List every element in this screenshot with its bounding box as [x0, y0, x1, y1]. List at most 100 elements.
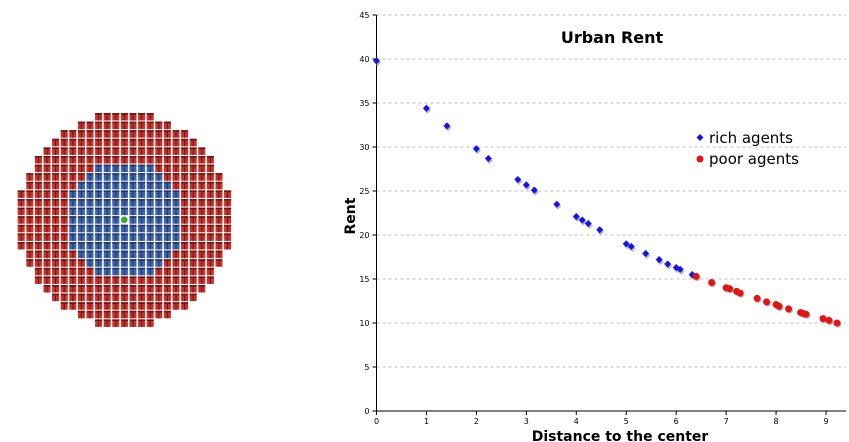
poor-house — [43, 147, 51, 155]
poor-house — [189, 285, 197, 293]
poor-house — [172, 164, 180, 173]
poor-house — [155, 302, 163, 310]
y-tick-label: 45 — [359, 11, 369, 20]
poor-house — [26, 224, 34, 233]
poor-house — [198, 250, 206, 259]
legend-item-poor: poor agents — [696, 150, 799, 168]
poor-house — [103, 113, 111, 121]
poor-house — [77, 156, 85, 164]
poor-house — [34, 259, 42, 267]
poor-house — [60, 138, 68, 147]
poor-house — [163, 138, 171, 147]
rich-house — [95, 242, 103, 250]
rich-house — [138, 190, 146, 198]
poor-house — [129, 147, 137, 155]
legend-label-rich: rich agents — [709, 129, 793, 147]
poor-house — [181, 138, 189, 147]
rich-house — [95, 190, 103, 198]
rich-house — [86, 259, 94, 267]
rich-house — [86, 199, 94, 207]
poor-house — [60, 224, 68, 233]
poor-house — [52, 147, 60, 155]
rich-house — [77, 242, 85, 250]
poor-house — [95, 121, 103, 130]
rich-house — [86, 173, 94, 181]
poor-house — [95, 276, 103, 284]
poor-house — [181, 242, 189, 250]
poor-house — [34, 267, 42, 276]
poor-house — [206, 250, 214, 259]
poor-house — [129, 121, 137, 130]
poor-house — [155, 164, 163, 173]
poor-house — [112, 276, 120, 284]
poor-house — [43, 207, 51, 216]
poor-house — [34, 216, 42, 224]
poor-house — [112, 130, 120, 138]
poor-house — [112, 293, 120, 302]
poor-house — [198, 199, 206, 207]
rich-house — [163, 233, 171, 241]
poor-house — [86, 285, 94, 293]
data-point-poor — [775, 302, 784, 311]
poor-house — [52, 267, 60, 276]
poor-house — [206, 216, 214, 224]
poor-house — [189, 181, 197, 190]
poor-house — [138, 130, 146, 138]
rich-house — [155, 233, 163, 241]
rich-house — [103, 242, 111, 250]
poor-house — [155, 121, 163, 130]
rich-house — [155, 250, 163, 259]
poor-house — [181, 233, 189, 241]
poor-house — [52, 242, 60, 250]
poor-house — [206, 233, 214, 241]
poor-house — [163, 121, 171, 130]
poor-house — [181, 147, 189, 155]
data-point-rich — [530, 186, 539, 196]
rich-house — [129, 216, 137, 224]
poor-house — [77, 276, 85, 284]
poor-house — [181, 181, 189, 190]
poor-house — [138, 310, 146, 319]
poor-house — [103, 276, 111, 284]
poor-house — [215, 181, 223, 190]
poor-house — [52, 250, 60, 259]
rich-house — [129, 164, 137, 173]
poor-house — [172, 276, 180, 284]
poor-house — [95, 156, 103, 164]
poor-house — [120, 130, 128, 138]
poor-house — [172, 156, 180, 164]
poor-house — [77, 147, 85, 155]
poor-house — [129, 285, 137, 293]
poor-house — [95, 147, 103, 155]
poor-house — [189, 216, 197, 224]
poor-house — [146, 302, 154, 310]
data-point-poor — [753, 294, 762, 304]
poor-house — [206, 276, 214, 284]
poor-house — [69, 138, 77, 147]
data-point-rich — [484, 154, 493, 164]
poor-house — [43, 250, 51, 259]
poor-house — [52, 276, 60, 284]
poor-house — [206, 164, 214, 173]
rich-house — [155, 199, 163, 207]
poor-house — [60, 190, 68, 198]
poor-house — [86, 164, 94, 173]
poor-house — [60, 164, 68, 173]
poor-house — [112, 147, 120, 155]
rich-house — [103, 233, 111, 241]
poor-house — [172, 138, 180, 147]
grid-lines — [376, 14, 846, 368]
poor-house — [172, 250, 180, 259]
rich-house — [163, 181, 171, 190]
poor-house — [206, 242, 214, 250]
poor-house — [26, 259, 34, 267]
poor-house — [69, 130, 77, 138]
poor-house — [69, 173, 77, 181]
data-point-rich — [422, 104, 431, 114]
x-tick-label: 6 — [674, 417, 679, 426]
rich-house — [172, 224, 180, 233]
poor-house — [138, 276, 146, 284]
poor-house — [172, 302, 180, 310]
data-points — [373, 57, 842, 328]
